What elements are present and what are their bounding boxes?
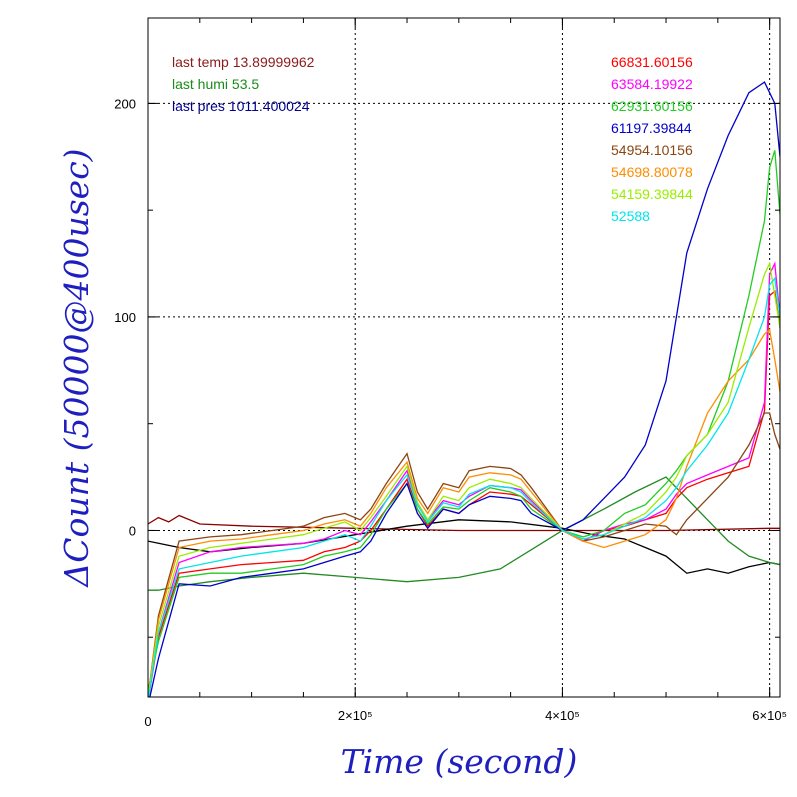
auxiliary-series-line	[148, 519, 780, 574]
series-line	[148, 412, 780, 697]
legend-entry: 52588	[611, 208, 650, 224]
legend: 66831.60156 63584.19922 62931.60156 61197.3…	[611, 54, 693, 224]
x-tick-label: 0	[144, 714, 151, 729]
legend-entry: 54159.39844	[611, 186, 693, 202]
series-line	[148, 290, 780, 697]
series-line	[148, 261, 780, 697]
auxiliary-series-line	[148, 514, 780, 532]
series-line	[148, 328, 780, 697]
y-axis-title: ΔCount (50000@400usec)	[57, 148, 96, 588]
legend-entry: 62931.60156	[611, 98, 693, 114]
legend-entry: 54698.80078	[611, 164, 693, 180]
y-tick-label: 100	[114, 310, 136, 325]
x-tick-label: 6×10⁵	[752, 708, 787, 723]
axis-ticks: 0 2×10⁵ 4×10⁵ 6×10⁵ 0 100 200	[114, 18, 787, 729]
y-tick-label: 200	[114, 96, 136, 111]
series-line	[149, 81, 780, 697]
series-line	[148, 261, 780, 697]
legend-entry: 66831.60156	[611, 54, 693, 70]
series-line	[148, 276, 780, 697]
auxiliary-series-line	[148, 476, 780, 591]
x-tick-label: 4×10⁵	[545, 708, 580, 723]
x-tick-label: 2×10⁵	[338, 708, 373, 723]
series-layer	[148, 81, 780, 697]
x-axis-title: Time (second)	[341, 742, 578, 781]
plot-frame	[147, 17, 781, 698]
legend-entry: 54954.10156	[611, 142, 693, 158]
y-tick-label: 0	[129, 523, 136, 538]
legend-entry: 61197.39844	[611, 120, 692, 136]
info-label: last temp 13.89999962	[172, 54, 315, 70]
info-label: last pres 1011.400024	[172, 98, 310, 114]
info-labels: last temp 13.89999962 last humi 53.5 last …	[172, 54, 315, 114]
series-line	[148, 150, 780, 691]
legend-entry: 63584.19922	[611, 76, 693, 92]
info-label: last humi 53.5	[172, 76, 259, 92]
